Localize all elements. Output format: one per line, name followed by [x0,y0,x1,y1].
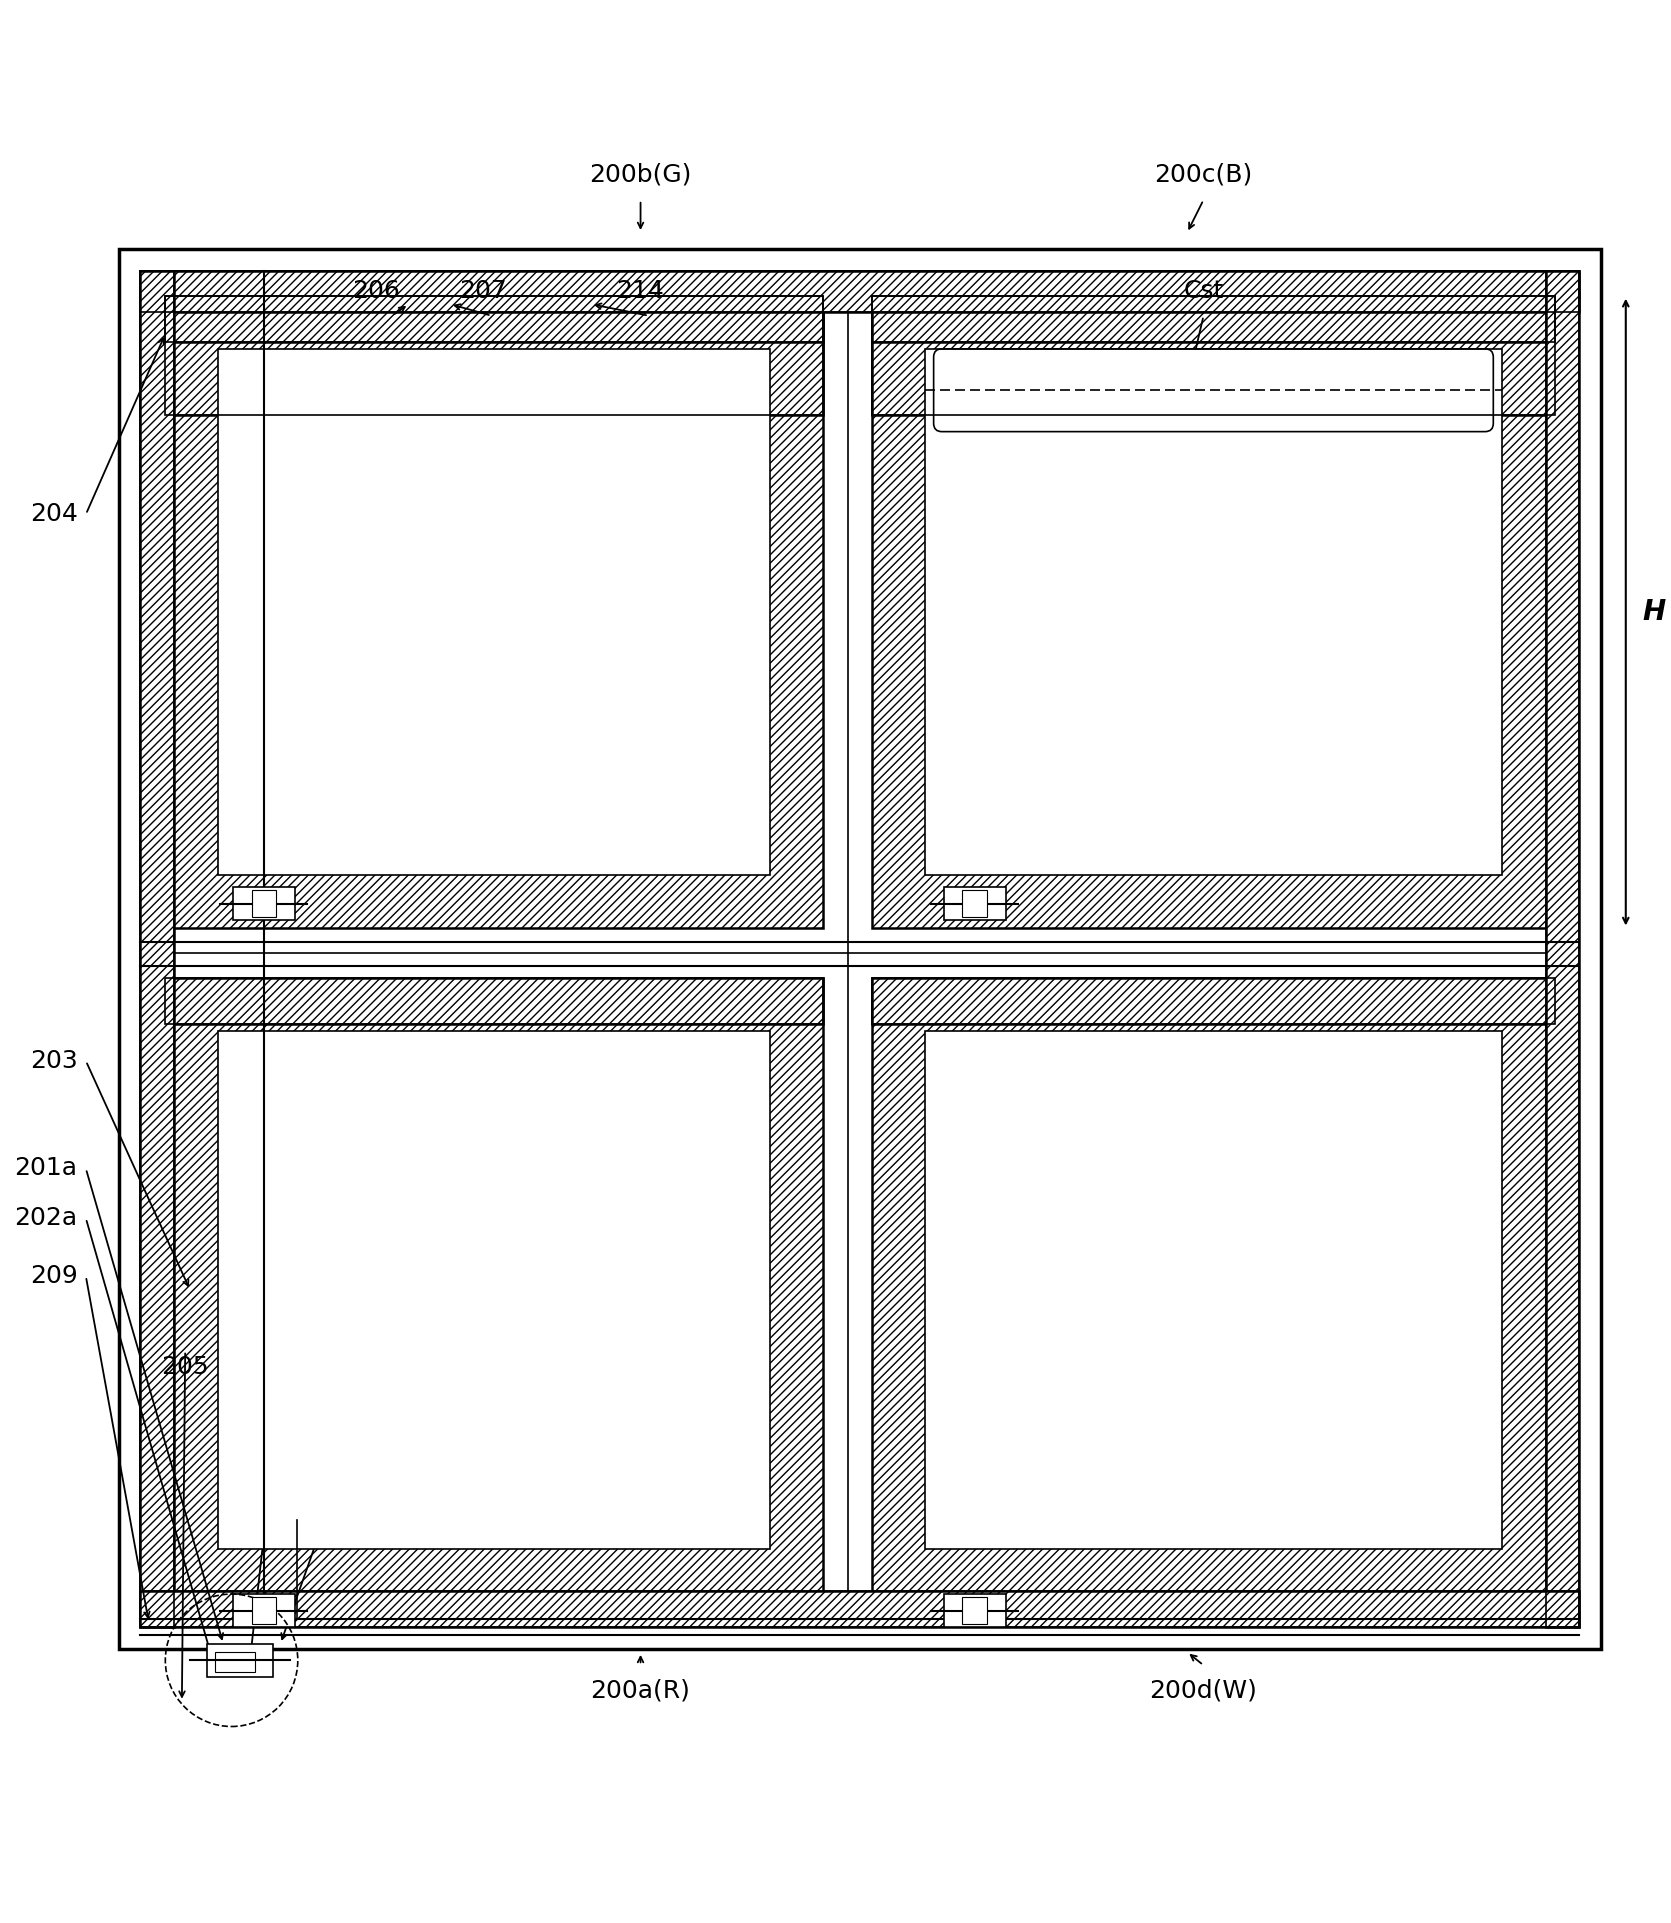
Bar [991,1048,1028,1533]
Bar [1297,1048,1333,1533]
Bar [1093,365,1130,860]
Bar [476,365,513,860]
Bar [165,296,822,342]
Bar [962,1598,988,1623]
Bar [165,296,822,929]
Bar [165,296,822,415]
Bar [1195,365,1232,860]
Bar [944,887,1006,919]
Text: 201: 201 [359,1356,408,1379]
Bar [872,979,1554,1025]
Bar [252,1598,276,1623]
Bar [378,1048,414,1533]
Bar [279,365,316,860]
Bar [140,271,1579,312]
Bar [279,1048,316,1533]
Bar [872,296,1554,415]
Bar [232,1594,296,1627]
Bar [140,271,174,1627]
Bar [1400,365,1435,860]
Text: 200a(R): 200a(R) [590,1679,690,1702]
Bar [1093,1048,1130,1533]
Bar [140,271,1579,1627]
Bar [1297,365,1333,860]
Bar [165,979,822,1025]
Bar [573,1048,610,1533]
Bar [1195,1048,1232,1533]
Text: 201a: 201a [15,1156,77,1181]
Bar [1546,271,1579,1627]
Bar [140,271,174,1627]
Bar [944,1594,1006,1627]
Bar [252,890,276,917]
Bar [872,296,1554,342]
Text: 202b: 202b [252,1356,316,1379]
Bar [672,1048,709,1533]
Bar [926,1031,1502,1550]
Bar [991,365,1028,860]
Bar [672,365,709,860]
Text: 200b(G): 200b(G) [590,163,692,187]
Bar [165,296,822,415]
Bar [1546,271,1579,1627]
Bar [219,1031,770,1550]
Bar [872,979,1554,1025]
Bar [219,348,770,875]
Text: 214: 214 [617,279,665,304]
Bar [872,296,1554,342]
Text: H: H [1643,598,1666,627]
Bar [1400,1048,1435,1533]
Bar [119,250,1601,1648]
Bar [476,1048,513,1533]
Bar [378,365,414,860]
Text: 203: 203 [30,1048,77,1073]
Text: 206: 206 [351,279,399,304]
Bar [232,887,296,919]
Bar [573,365,610,860]
Bar [872,296,1554,415]
Bar [165,979,822,1602]
Bar [872,979,1554,1602]
Text: 209: 209 [30,1263,77,1288]
Text: 204: 204 [30,502,77,527]
Bar [962,890,988,917]
Bar [216,1652,254,1671]
Bar [140,271,1579,312]
Text: Cst: Cst [1183,279,1223,304]
Bar [872,296,1554,929]
Text: 202a: 202a [15,1206,77,1231]
Text: 205: 205 [162,1356,209,1379]
Bar [165,296,822,342]
Bar [926,348,1502,875]
Text: 207: 207 [460,279,506,304]
Bar [140,1590,1579,1627]
Text: 200d(W): 200d(W) [1150,1679,1258,1702]
Bar [140,1590,1579,1627]
Text: D₁: D₁ [610,1356,638,1379]
Text: 200c(B): 200c(B) [1155,163,1253,187]
Bar [165,979,822,1025]
Bar [207,1644,272,1677]
